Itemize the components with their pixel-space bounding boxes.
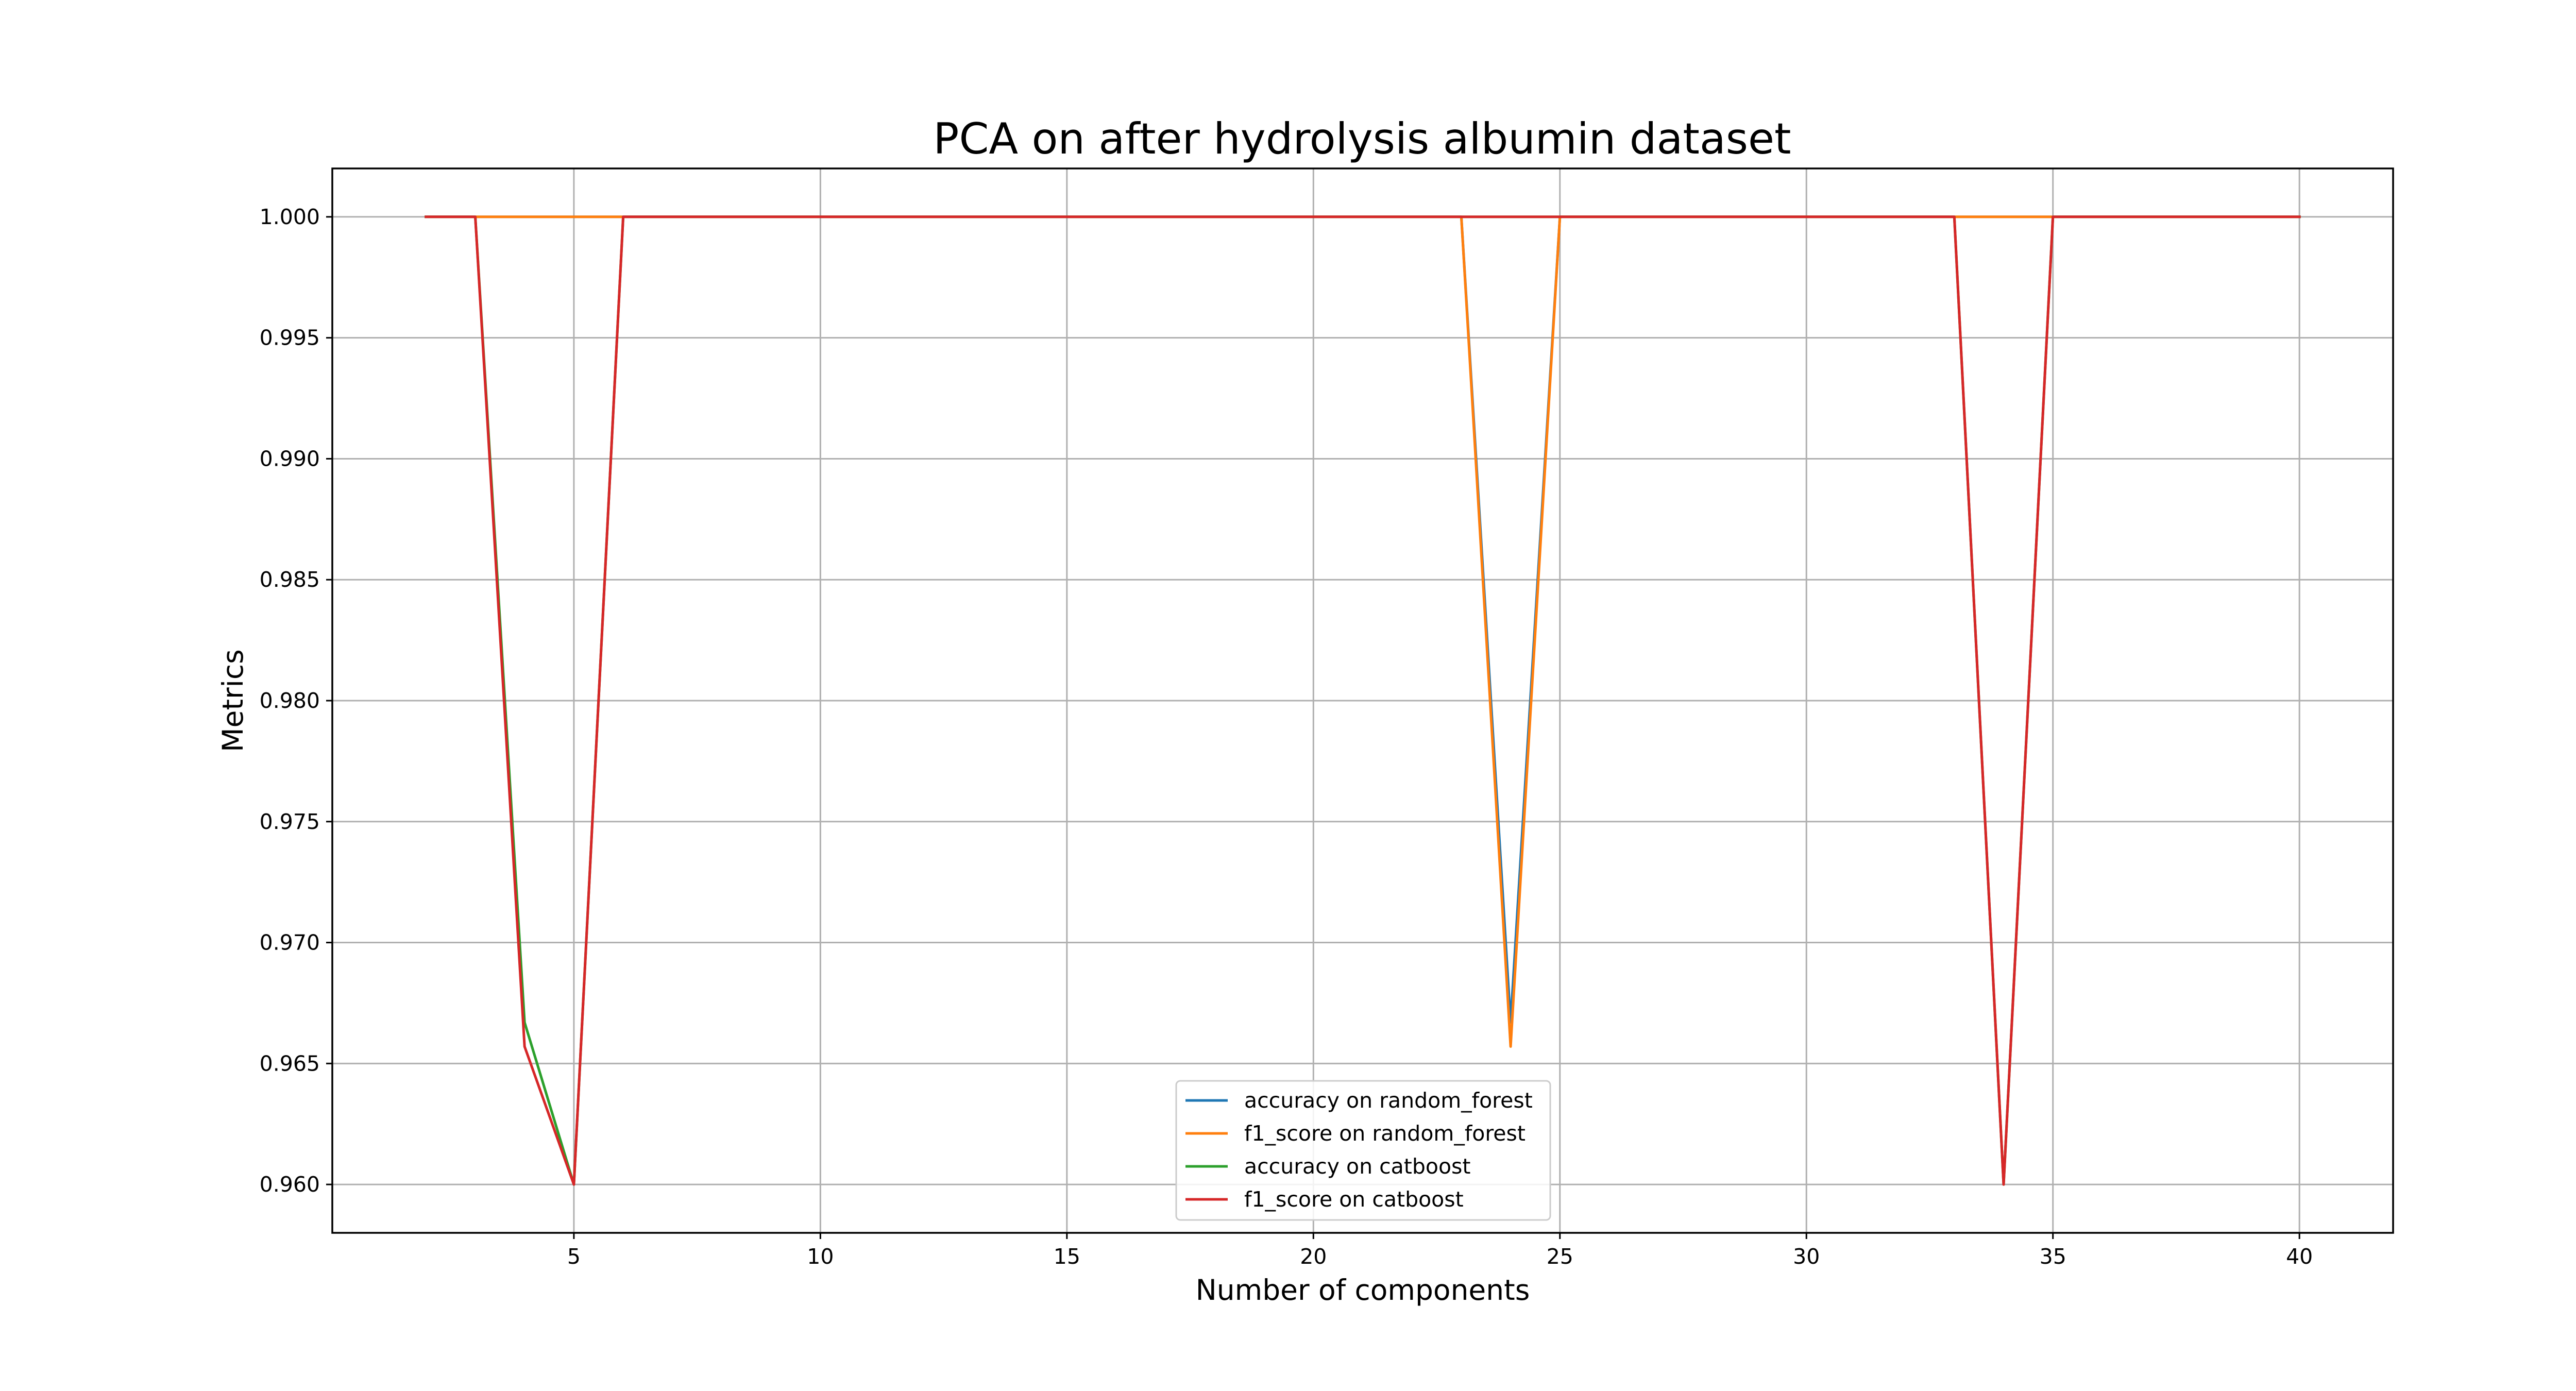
- y-tick-label: 0.990: [260, 446, 320, 471]
- legend-label: accuracy on random_forest: [1244, 1088, 1533, 1113]
- y-tick-label: 1.000: [260, 205, 320, 229]
- chart-title: PCA on after hydrolysis albumin dataset: [933, 114, 1791, 164]
- x-tick-label: 25: [1547, 1244, 1573, 1269]
- y-axis-label: Metrics: [216, 649, 249, 752]
- y-tick-label: 0.985: [260, 567, 320, 592]
- legend-label: accuracy on catboost: [1244, 1154, 1471, 1179]
- y-tick-label: 0.980: [260, 688, 320, 713]
- legend-box: [1175, 1080, 1551, 1221]
- series-line-2: [425, 215, 2301, 1048]
- x-tick-label: 5: [567, 1244, 581, 1269]
- axis-ticks: 5 10 15 20 25 30 35 40 0.960 0.965 0.970 0.975 0.980…: [260, 205, 2313, 1269]
- y-tick-label: 0.995: [260, 326, 320, 350]
- grid-lines: [332, 168, 2393, 1233]
- legend-label: f1_score on random_forest: [1244, 1121, 1526, 1146]
- legend: accuracy on random_forest f1_score on ran…: [1175, 1080, 1551, 1221]
- x-tick-label: 35: [2040, 1244, 2066, 1269]
- x-tick-label: 15: [1054, 1244, 1080, 1269]
- series-lines: [425, 215, 2301, 1186]
- y-tick-label: 0.975: [260, 809, 320, 834]
- y-tick-label: 0.960: [260, 1172, 320, 1197]
- x-tick-label: 40: [2286, 1244, 2313, 1269]
- series-line-4: [425, 215, 2301, 1186]
- x-axis-label: Number of components: [1196, 1274, 1530, 1307]
- x-tick-label: 10: [807, 1244, 834, 1269]
- x-tick-label: 30: [1793, 1244, 1820, 1269]
- y-tick-label: 0.965: [260, 1051, 320, 1076]
- x-tick-label: 20: [1300, 1244, 1327, 1269]
- y-tick-label: 0.970: [260, 930, 320, 955]
- legend-label: f1_score on catboost: [1244, 1187, 1464, 1212]
